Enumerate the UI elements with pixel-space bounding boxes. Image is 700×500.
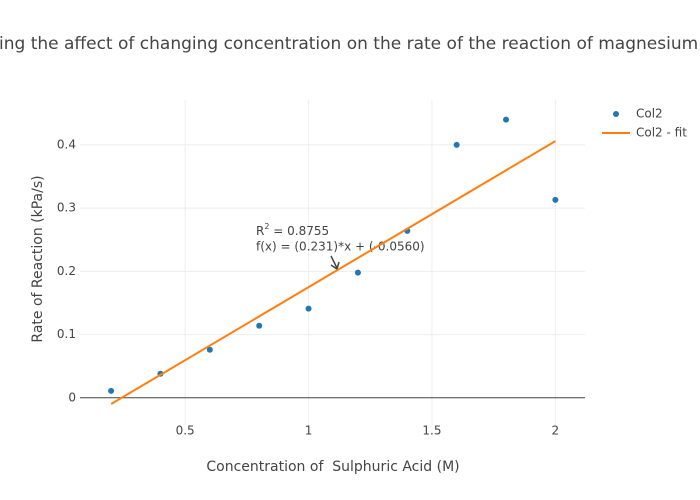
y-axis-title: Rate of Reaction (kPa/s) [30, 175, 46, 342]
y-tick-label: 0.3 [57, 201, 76, 215]
legend-label: Col2 - fit [636, 126, 687, 140]
legend-swatch [613, 111, 619, 117]
point [453, 141, 460, 148]
annotation-r-label: R [256, 224, 264, 238]
point [108, 387, 115, 394]
point [305, 305, 312, 312]
point [552, 196, 559, 203]
x-axis-title: Concentration of Sulphuric Acid (M) [206, 459, 459, 475]
annotation-r-value: = 0.8755 [269, 224, 329, 238]
point [256, 322, 263, 329]
x-tick-label: 1 [305, 424, 313, 438]
y-tick-label: 0.2 [57, 264, 76, 278]
y-tick-label: 0.1 [57, 327, 76, 341]
point [206, 346, 213, 353]
chart-title: ing the affect of changing concentration… [0, 34, 700, 54]
x-tick-label: 1.5 [422, 424, 441, 438]
x-tick-label: 2 [552, 424, 560, 438]
y-tick-label: 0 [68, 390, 76, 404]
annotation-arrowhead [330, 261, 340, 271]
point [503, 116, 510, 123]
annotation-r: R2 = 0.8755 [256, 222, 329, 238]
annotation-r-sup: 2 [264, 222, 269, 231]
annotation-fit: f(x) = (0.231)*x + (-0.0560) [256, 240, 425, 254]
y-tick-label: 0.4 [57, 137, 76, 151]
legend-label: Col2 [636, 107, 663, 121]
point [354, 269, 361, 276]
x-tick-label: 0.5 [176, 424, 195, 438]
annotation-arrow [330, 255, 338, 269]
fit-line [110, 140, 556, 405]
